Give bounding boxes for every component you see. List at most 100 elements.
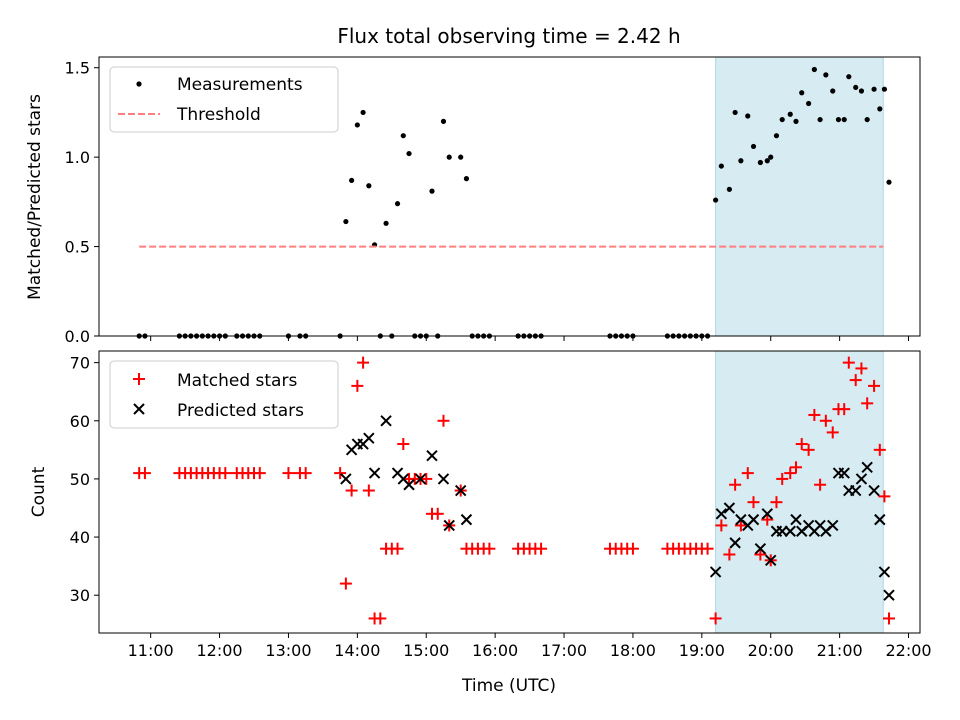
x-tick-label: 21:00 bbox=[817, 641, 863, 660]
predicted-star-point bbox=[460, 513, 473, 526]
measurement-point bbox=[726, 186, 732, 192]
matched-star-point bbox=[814, 478, 827, 491]
matched-star-point bbox=[138, 467, 151, 480]
predicted-star-point bbox=[363, 432, 375, 444]
predicted-star-point bbox=[784, 525, 796, 537]
measurement-point bbox=[400, 133, 406, 139]
matched-star-point bbox=[878, 490, 891, 503]
y-tick-label: 60 bbox=[70, 412, 90, 431]
measurement-point bbox=[787, 111, 793, 117]
measurement-point bbox=[349, 177, 355, 184]
matched-star-point bbox=[855, 362, 868, 375]
predicted-star-point bbox=[874, 513, 886, 526]
measurement-point bbox=[835, 116, 842, 123]
matched-star-point bbox=[754, 548, 767, 561]
matched-star-point bbox=[701, 542, 714, 555]
measurement-point bbox=[732, 109, 738, 116]
observing-window-shade bbox=[715, 56, 884, 337]
measurement-point bbox=[799, 90, 805, 96]
x-tick-label: 13:00 bbox=[265, 641, 311, 660]
matched-star-point bbox=[345, 484, 358, 497]
matched-star-point bbox=[339, 577, 352, 590]
legend-predicted-marker bbox=[133, 403, 145, 415]
measurement-point bbox=[858, 88, 865, 94]
y-tick-label: 0.0 bbox=[65, 327, 90, 346]
matched-star-point bbox=[357, 356, 370, 369]
measurement-point bbox=[463, 176, 470, 182]
top-y-axis-label: Matched/Predicted stars bbox=[25, 94, 45, 300]
matched-star-point bbox=[431, 507, 444, 520]
matched-star-point bbox=[861, 397, 874, 410]
predicted-star-point bbox=[454, 484, 467, 497]
measurement-point bbox=[886, 179, 892, 185]
matched-star-point bbox=[723, 548, 736, 561]
measurement-point bbox=[354, 122, 360, 128]
matched-star-point bbox=[770, 496, 783, 509]
y-tick-label: 50 bbox=[70, 470, 90, 489]
bottom-panel: 30 40 50 60 70 11:00 12:00 13:00 14:00 15:00 16:0… bbox=[29, 350, 932, 696]
matched-star-point bbox=[626, 542, 639, 555]
matched-star-point bbox=[299, 467, 312, 480]
matched-star-point bbox=[849, 374, 862, 387]
matched-star-point bbox=[391, 542, 404, 555]
predicted-star-point bbox=[855, 473, 868, 485]
predicted-star-point bbox=[709, 566, 722, 578]
measurement-point bbox=[360, 109, 366, 116]
measurement-point bbox=[343, 218, 349, 225]
x-tick-label: 14:00 bbox=[334, 641, 380, 660]
matched-star-point bbox=[776, 472, 789, 485]
chart-title: Flux total observing time = 2.42 h bbox=[337, 24, 680, 48]
predicted-star-point bbox=[340, 473, 352, 485]
measurement-point bbox=[446, 154, 452, 160]
measurement-point bbox=[745, 113, 751, 119]
x-tick-label: 15:00 bbox=[403, 641, 449, 660]
legend-predicted-label: Predicted stars bbox=[177, 401, 304, 421]
predicted-star-point bbox=[754, 542, 767, 555]
y-tick-label: 1.5 bbox=[65, 59, 90, 78]
predicted-star-point bbox=[443, 519, 455, 532]
predicted-star-point bbox=[403, 479, 415, 491]
predicted-star-point bbox=[761, 508, 773, 520]
x-tick-label: 20:00 bbox=[748, 641, 794, 660]
matched-star-point bbox=[437, 414, 450, 427]
matched-star-point bbox=[362, 484, 375, 497]
x-tick-label: 22:00 bbox=[885, 641, 931, 660]
x-axis-label: Time (UTC) bbox=[461, 676, 556, 696]
matched-star-point bbox=[535, 542, 548, 555]
measurement-point bbox=[394, 201, 401, 207]
y-tick-label: 40 bbox=[70, 528, 90, 547]
measurement-point bbox=[406, 150, 412, 157]
top-axes-frame bbox=[98, 56, 921, 337]
matched-star-point bbox=[483, 542, 496, 555]
matched-star-point bbox=[334, 467, 347, 480]
measurement-point bbox=[718, 163, 724, 169]
measurement-point bbox=[853, 84, 859, 91]
measurement-point bbox=[817, 116, 823, 123]
legend-threshold-label: Threshold bbox=[176, 105, 261, 125]
x-tick-label: 18:00 bbox=[610, 641, 656, 660]
matched-star-point bbox=[826, 426, 839, 439]
predicted-star-point bbox=[715, 508, 728, 520]
matched-star-point bbox=[420, 472, 433, 485]
predicted-star-point bbox=[838, 467, 850, 479]
measurement-point bbox=[779, 116, 785, 123]
predicted-star-point bbox=[426, 449, 438, 462]
measurement-point bbox=[773, 133, 780, 139]
top-y-axis: 0.0 0.5 1.0 1.5 bbox=[65, 59, 99, 346]
measurement-point bbox=[793, 118, 799, 124]
bottom-x-axis: 11:00 12:00 13:00 14:00 15:00 16:00 17:00 18:00… bbox=[128, 633, 932, 660]
top-plot-marks bbox=[136, 66, 892, 339]
matched-star-point bbox=[882, 612, 895, 625]
bottom-plot-marks bbox=[133, 356, 895, 625]
measurement-point bbox=[811, 66, 817, 73]
predicted-star-point bbox=[723, 502, 736, 514]
predicted-star-point bbox=[827, 519, 839, 532]
predicted-star-point bbox=[414, 473, 427, 485]
measurement-point bbox=[864, 116, 870, 123]
matched-star-point bbox=[741, 467, 754, 480]
measurement-point bbox=[764, 158, 770, 164]
measurement-point bbox=[366, 183, 372, 189]
x-tick-label: 11:00 bbox=[128, 641, 174, 660]
legend-measurements-marker bbox=[136, 81, 142, 87]
